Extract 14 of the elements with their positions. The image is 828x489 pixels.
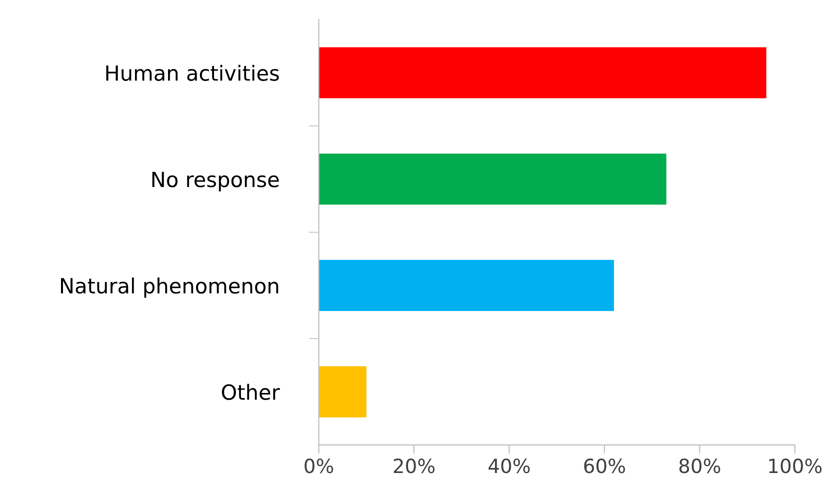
- y-tick-label: Natural phenomenon: [61, 278, 278, 298]
- y-tick-label: No response: [152, 172, 279, 192]
- x-tick-label: 100%: [769, 458, 822, 474]
- x-tick-label: 0%: [304, 458, 334, 474]
- y-tick-label: Other: [222, 384, 280, 400]
- x-tick-label: 40%: [488, 458, 530, 474]
- x-tick-label: 20%: [394, 458, 435, 474]
- bar: [318, 47, 766, 98]
- bar: [318, 154, 666, 205]
- x-tick-label: 60%: [584, 458, 625, 474]
- bar: [318, 260, 614, 311]
- y-tick-label: Human activities: [106, 64, 279, 81]
- x-tick-label: 80%: [679, 458, 720, 474]
- bar: [318, 366, 366, 418]
